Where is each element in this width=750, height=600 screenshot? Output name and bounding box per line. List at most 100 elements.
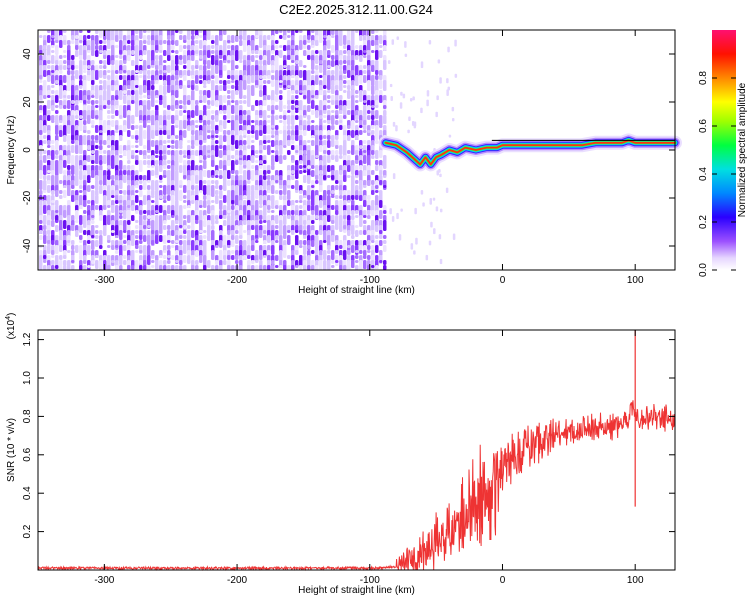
spectrogram-cell bbox=[71, 185, 75, 189]
spectrogram-cell bbox=[163, 160, 167, 166]
spectrogram-cell bbox=[375, 150, 379, 159]
spectrogram-cell bbox=[103, 140, 107, 145]
spectrogram-cell bbox=[315, 95, 319, 99]
spectrogram-cell bbox=[203, 140, 207, 143]
spectrogram-cell bbox=[91, 90, 95, 94]
spectrogram-cell bbox=[83, 45, 87, 51]
spectrogram-cell bbox=[67, 135, 71, 145]
spectrogram-cell bbox=[259, 150, 263, 153]
spectrogram-cell bbox=[243, 100, 247, 104]
spectrogram-cell bbox=[183, 65, 187, 69]
spectrogram-cell bbox=[151, 190, 155, 196]
spectrogram-cell bbox=[395, 125, 398, 132]
spectrogram-cell bbox=[83, 60, 87, 66]
x-tick-label: -300 bbox=[94, 275, 114, 286]
spectrogram-cell bbox=[139, 250, 143, 253]
spectrogram-cell bbox=[147, 75, 151, 79]
spectrogram-cell bbox=[63, 255, 67, 259]
spectrogram-cell bbox=[331, 125, 335, 130]
spectrogram-cell bbox=[171, 45, 175, 50]
spectrogram-cell bbox=[387, 60, 391, 64]
spectrogram-cell bbox=[315, 125, 319, 131]
spectrogram-cell bbox=[211, 180, 215, 184]
spectrogram-cell bbox=[47, 95, 51, 98]
spectrogram-cell bbox=[255, 215, 259, 221]
spectrogram-cell bbox=[175, 135, 179, 139]
spectrogram-cell bbox=[215, 130, 219, 134]
spectrogram-cell bbox=[139, 265, 143, 270]
spectrogram-cell bbox=[235, 145, 239, 148]
spectrogram-cell bbox=[195, 70, 199, 76]
spectrogram-cell bbox=[231, 240, 235, 247]
spectrogram-cell bbox=[107, 205, 111, 208]
spectrogram-cell bbox=[151, 210, 155, 215]
spectrogram-cell bbox=[83, 220, 87, 228]
spectrogram-cell bbox=[43, 230, 47, 236]
spectrogram-cell bbox=[99, 115, 103, 118]
spectrogram-cell bbox=[323, 175, 327, 180]
spectrogram-cell bbox=[63, 225, 67, 229]
spectrogram-cell bbox=[279, 105, 283, 112]
spectrogram-cell bbox=[55, 240, 59, 246]
spectrogram-cell bbox=[195, 260, 199, 265]
spectrogram-cell bbox=[331, 205, 335, 210]
spectrogram-cell bbox=[47, 265, 51, 270]
spectrogram-cell bbox=[283, 55, 287, 61]
spectrogram-cell bbox=[359, 55, 363, 62]
spectrogram-cell bbox=[255, 155, 259, 158]
spectrogram-cell bbox=[91, 220, 95, 224]
spectrogram-cell bbox=[331, 195, 335, 198]
spectrogram-cell bbox=[235, 45, 239, 51]
spectrogram-cell bbox=[119, 75, 123, 80]
spectrogram-cell bbox=[331, 60, 335, 67]
spectrogram-cell bbox=[47, 230, 51, 235]
spectrogram-cell bbox=[99, 130, 103, 133]
spectrogram-cell bbox=[231, 255, 235, 260]
spectrogram-cell bbox=[123, 110, 127, 118]
spectrogram-cell bbox=[71, 55, 75, 60]
spectrogram-cell bbox=[315, 215, 319, 219]
spectrogram-cell bbox=[71, 100, 75, 104]
spectrogram-cell bbox=[187, 190, 191, 201]
spectrogram-cell bbox=[359, 245, 363, 250]
spectrogram-cell bbox=[271, 245, 275, 255]
spectrogram-cell bbox=[227, 90, 231, 94]
spectrogram-cell bbox=[51, 250, 55, 255]
spectrogram-cell bbox=[51, 45, 55, 48]
spectrogram-cell bbox=[199, 95, 203, 101]
spectrogram-cell bbox=[255, 70, 259, 76]
spectrogram-cell bbox=[87, 130, 91, 134]
y-tick-label: 20 bbox=[22, 96, 33, 108]
spectrogram-cell bbox=[363, 195, 367, 201]
spectrogram-cell bbox=[263, 75, 267, 79]
snr-panel: -300 -200 -100 0 100 0.20.40.60.81.01.2 Heig… bbox=[5, 313, 676, 596]
spectrogram-cell bbox=[291, 60, 295, 63]
spectrogram-cell bbox=[203, 155, 207, 160]
spectrogram-cell bbox=[355, 255, 359, 259]
spectrogram-cell bbox=[199, 230, 203, 233]
spectrogram-cell bbox=[67, 95, 71, 99]
spectrogram-cell bbox=[207, 80, 211, 84]
spectrogram-cell bbox=[79, 215, 83, 225]
spectrogram-cell bbox=[191, 65, 195, 70]
spectrogram-cell bbox=[275, 200, 279, 206]
spectrogram-cell bbox=[355, 250, 359, 253]
spectrogram-cell bbox=[439, 173, 442, 178]
spectrogram-cell bbox=[39, 150, 43, 155]
spectrogram-cell bbox=[219, 175, 223, 179]
spectrogram-cell bbox=[183, 265, 187, 270]
spectrogram-cell bbox=[59, 255, 63, 260]
spectrogram-cell bbox=[271, 180, 275, 185]
spectrogram-cell bbox=[63, 210, 67, 218]
spectrogram-cell bbox=[355, 135, 359, 140]
spectrogram-cell bbox=[367, 210, 371, 215]
spectrogram-cell bbox=[287, 175, 291, 181]
spectrogram-cell bbox=[151, 60, 155, 66]
spectrogram-cell bbox=[95, 230, 99, 234]
spectrogram-cell bbox=[259, 255, 263, 260]
spectrogram-cell bbox=[43, 185, 47, 191]
spectrogram-cell bbox=[199, 35, 203, 38]
spectrogram-cell bbox=[151, 100, 155, 107]
spectrogram-cell bbox=[171, 255, 175, 260]
spectrogram-cell bbox=[79, 115, 83, 119]
